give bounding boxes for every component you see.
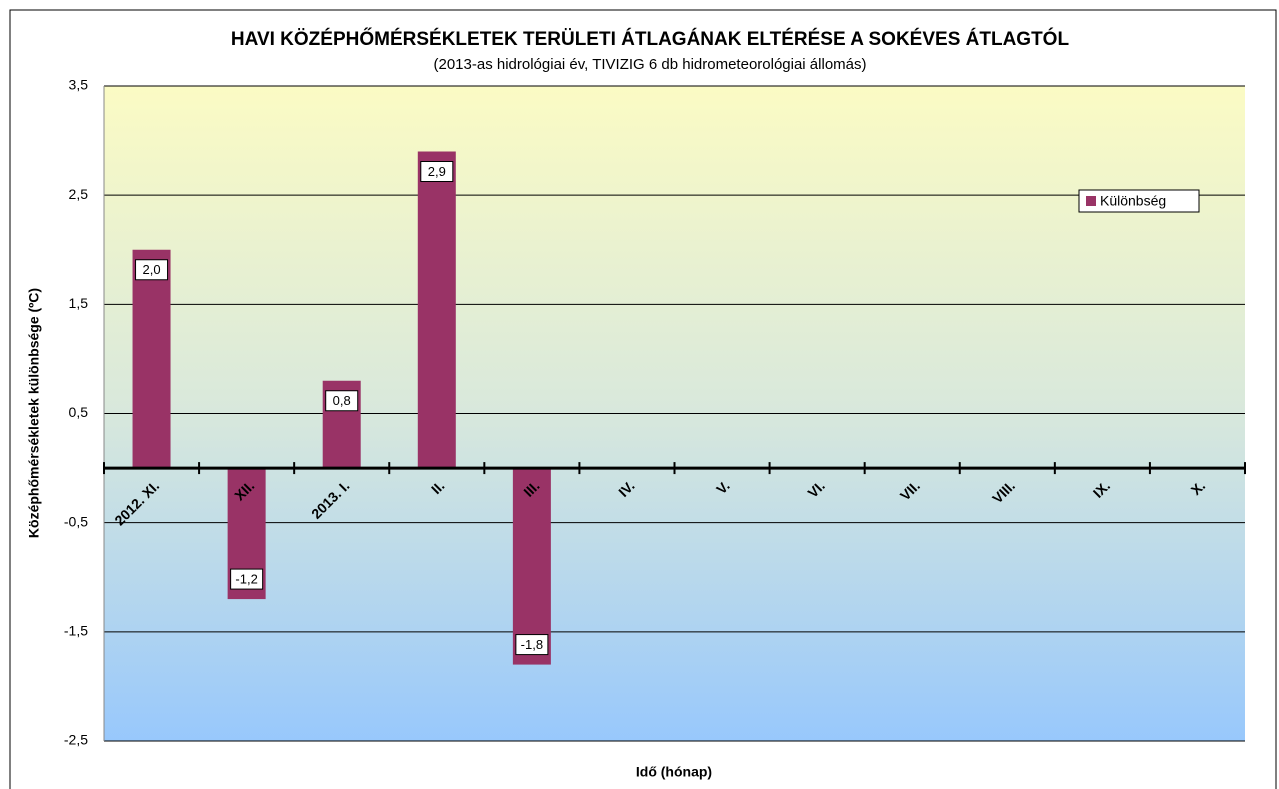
value-label-box [420,161,454,182]
legend-box [1078,189,1200,213]
bar [132,249,171,469]
y-axis-label: Középhőmérsékletek különbsége (ºC) [26,288,42,538]
legend-label: Különbség [1100,193,1166,209]
value-label-box [135,259,169,281]
value-label: 0,8 [333,393,351,408]
x-axis-label: Idő (hónap) [636,764,712,780]
bar [417,151,456,469]
y-tick-label: -2,5 [64,732,88,748]
value-label: -1,8 [521,637,543,652]
y-tick-label: 1,5 [69,295,89,311]
chart-subtitle: (2013-as hidrológiai év, TIVIZIG 6 db hi… [434,56,867,73]
y-tick-label: 2,5 [69,186,89,202]
legend-swatch [1086,196,1096,206]
value-label-box [230,568,264,590]
bar [512,468,551,665]
y-tick-label: -0,5 [64,513,88,529]
value-label-box [515,634,549,656]
value-label: -1,2 [235,572,257,587]
y-tick-label: 3,5 [69,77,89,93]
value-label: 2,0 [143,262,161,277]
y-tick-label: -1,5 [64,623,88,639]
y-tick-label: 0,5 [69,404,89,420]
value-label: 2,9 [428,164,446,179]
chart-title: HAVI KÖZÉPHŐMÉRSÉKLETEK TERÜLETI ÁTLAGÁN… [231,28,1070,50]
value-label-box [325,390,359,412]
